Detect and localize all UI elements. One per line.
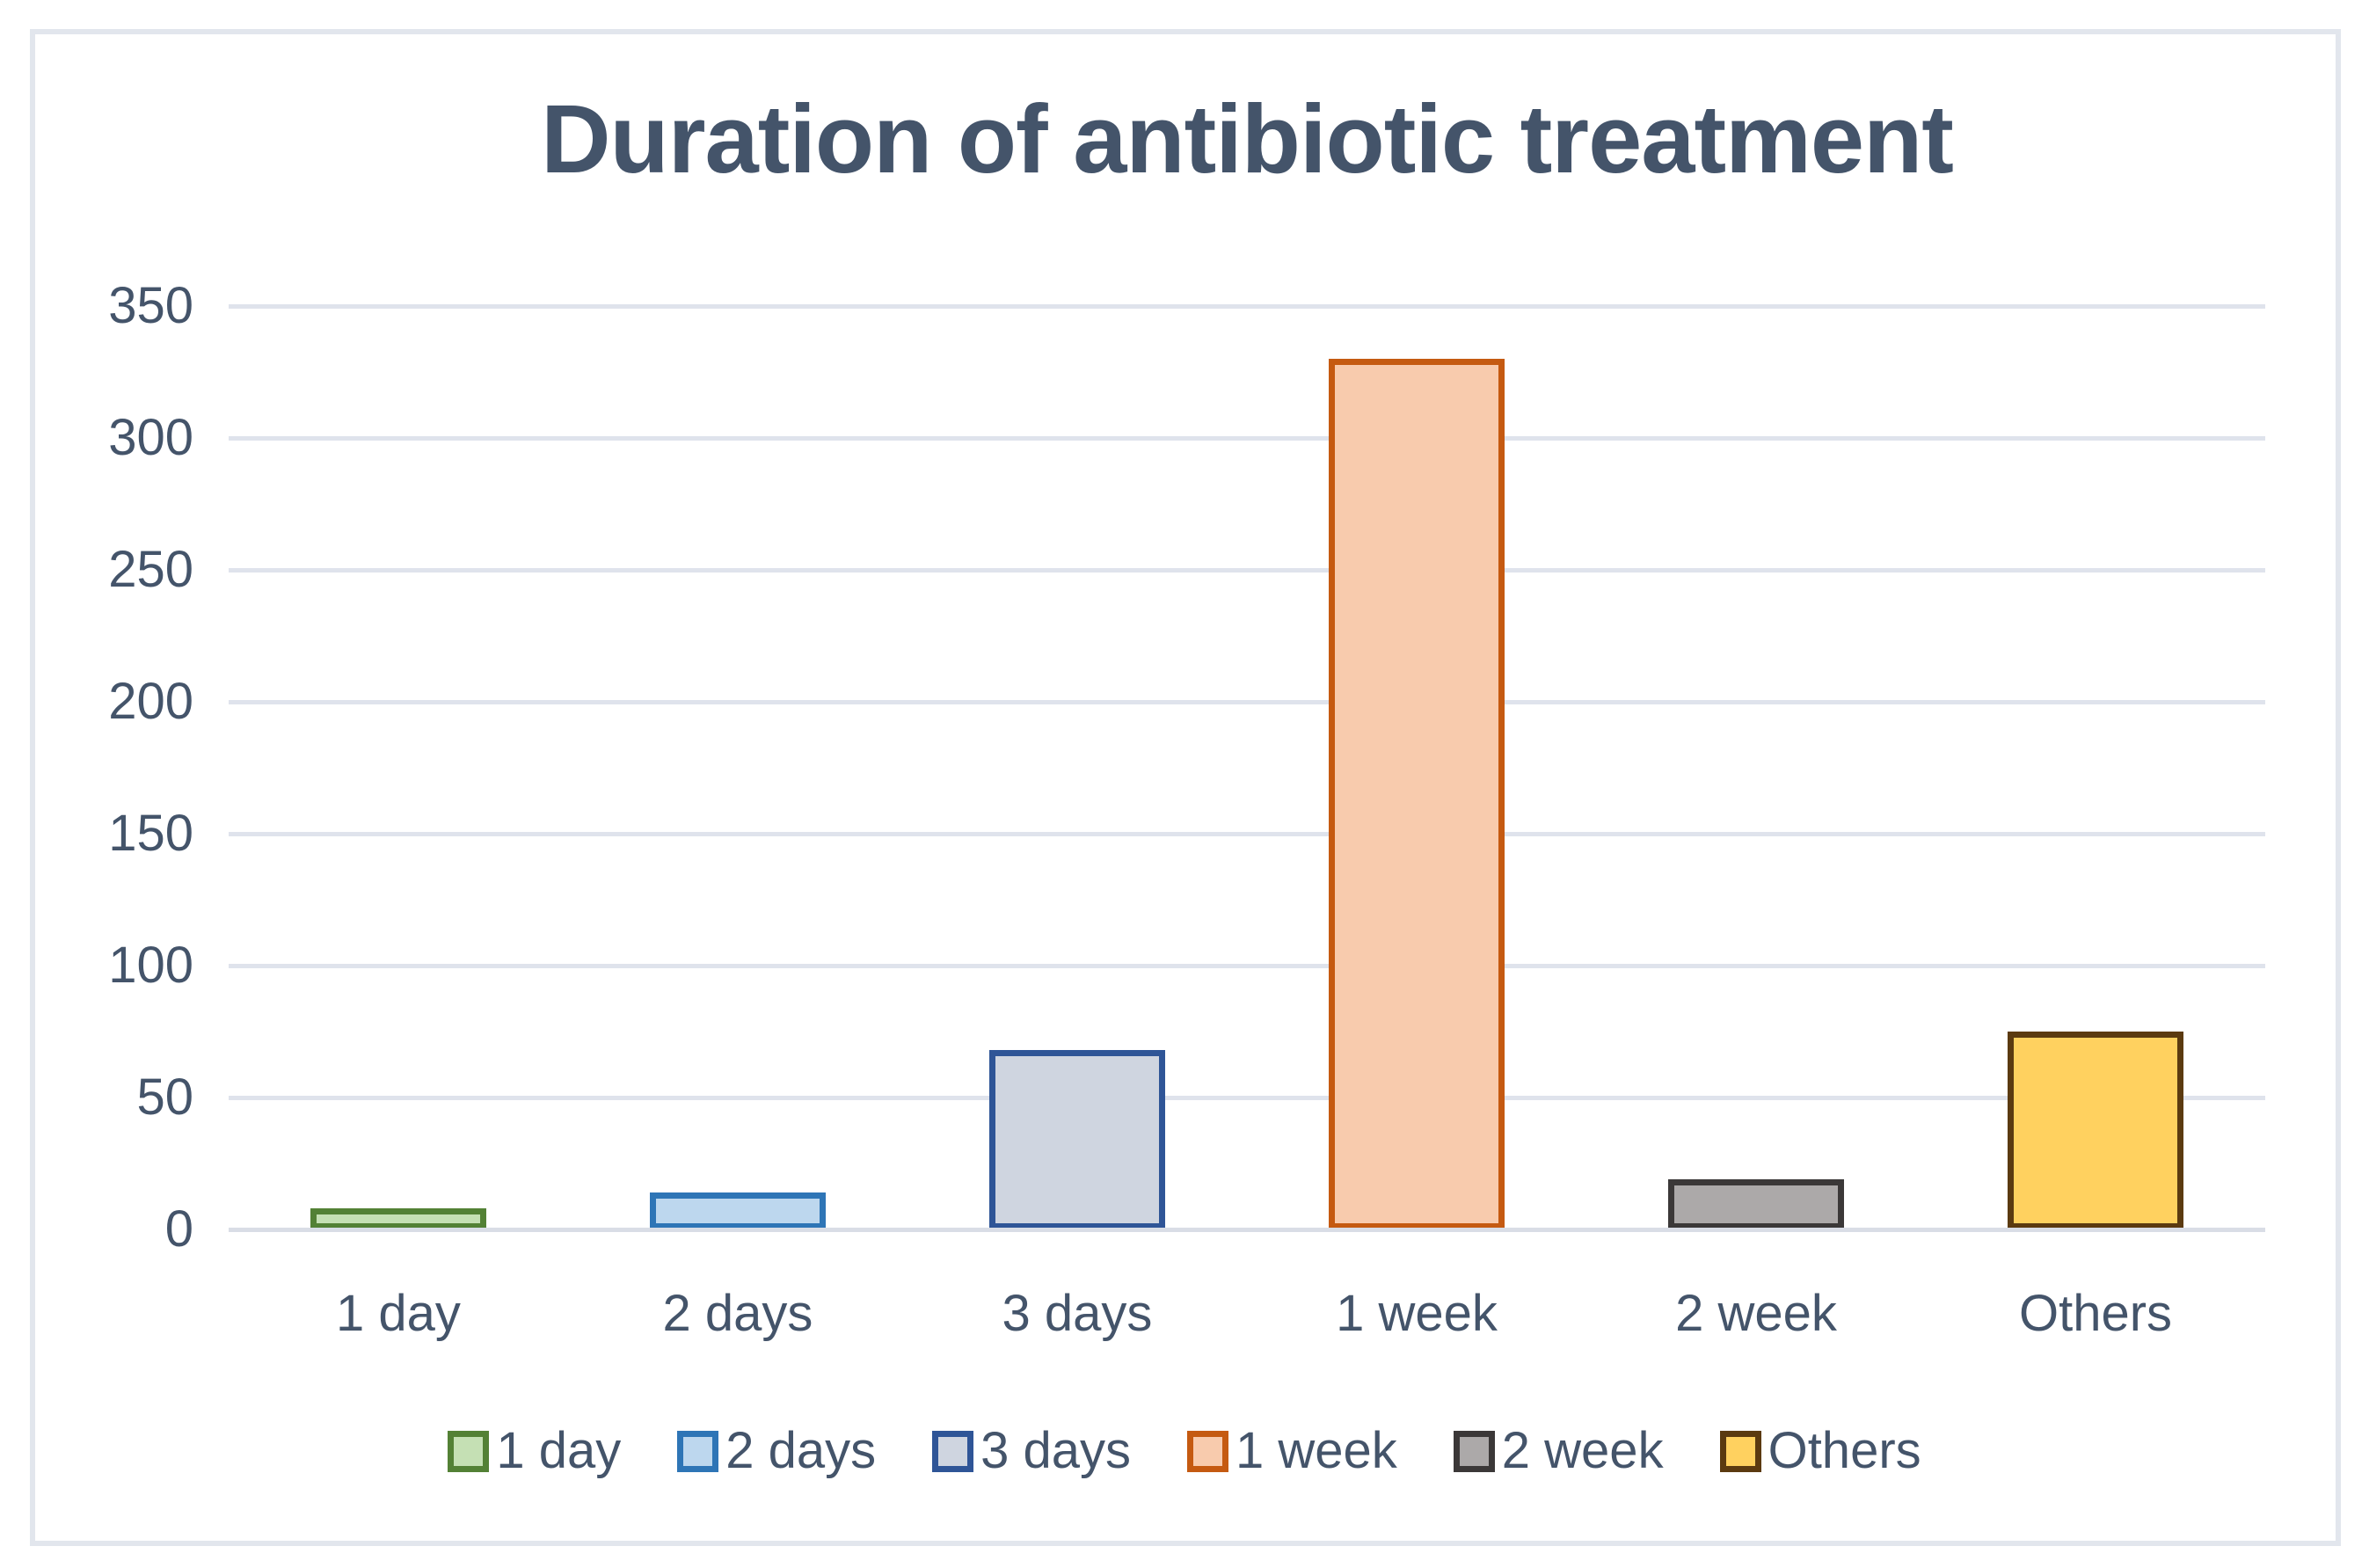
y-tick-label-250: 250 — [108, 541, 193, 598]
x-axis-label-1-day: 1 day — [336, 1285, 461, 1342]
bar-3-days — [989, 1050, 1165, 1229]
legend-item-2-week: 2 week — [1453, 1422, 1664, 1479]
legend-swatch-2-days — [677, 1430, 719, 1472]
legend-label-2-days: 2 days — [725, 1422, 877, 1479]
gridline-250 — [229, 568, 2265, 573]
chart-outer-border — [30, 29, 2341, 1546]
gridline-350 — [229, 304, 2265, 309]
bar-1-day — [310, 1208, 486, 1229]
gridline-150 — [229, 832, 2265, 836]
y-tick-label-300: 300 — [108, 409, 193, 466]
legend-swatch-others — [1719, 1430, 1761, 1472]
x-axis-label-1-week: 1 week — [1336, 1285, 1498, 1342]
x-axis-label-3-days: 3 days — [1002, 1285, 1153, 1342]
legend-label-2-week: 2 week — [1501, 1422, 1664, 1479]
y-tick-label-150: 150 — [108, 805, 193, 862]
x-axis-label-2-days: 2 days — [662, 1285, 813, 1342]
legend-item-others: Others — [1719, 1422, 1921, 1479]
legend-swatch-1-day — [448, 1430, 490, 1472]
legend-swatch-2-week — [1453, 1430, 1495, 1472]
legend-swatch-3-days — [932, 1430, 974, 1472]
legend: 1 day 2 days 3 days 1 week 2 week Others — [0, 1425, 2369, 1477]
gridline-300 — [229, 436, 2265, 441]
y-tick-label-350: 350 — [108, 277, 193, 334]
legend-label-others: Others — [1768, 1422, 1921, 1479]
legend-item-1-week: 1 week — [1187, 1425, 1397, 1477]
legend-label-1-day: 1 day — [496, 1422, 622, 1479]
legend-item-1-day: 1 day — [448, 1425, 621, 1477]
x-axis-label-others: Others — [2018, 1285, 2173, 1342]
bar-2-days — [650, 1192, 826, 1229]
x-axis-line — [229, 1228, 2265, 1232]
legend-swatch-1-week — [1187, 1430, 1229, 1472]
y-tick-label-50: 50 — [136, 1068, 193, 1126]
gridline-100 — [229, 964, 2265, 968]
bar-1-week — [1329, 359, 1505, 1229]
gridline-200 — [229, 700, 2265, 704]
y-tick-label-0: 0 — [164, 1200, 193, 1258]
legend-label-1-week: 1 week — [1236, 1422, 1397, 1479]
bar-2-week — [1668, 1179, 1844, 1229]
y-tick-label-200: 200 — [108, 673, 193, 730]
legend-label-3-days: 3 days — [980, 1422, 1132, 1479]
chart-title: Duration of antibiotic treatment — [541, 85, 1954, 193]
legend-item-2-days: 2 days — [677, 1425, 876, 1477]
x-axis-label-2-week: 2 week — [1675, 1285, 1837, 1342]
legend-item-3-days: 3 days — [932, 1425, 1131, 1477]
bar-others — [2008, 1032, 2183, 1229]
gridline-50 — [229, 1096, 2265, 1100]
y-tick-label-100: 100 — [108, 937, 193, 994]
